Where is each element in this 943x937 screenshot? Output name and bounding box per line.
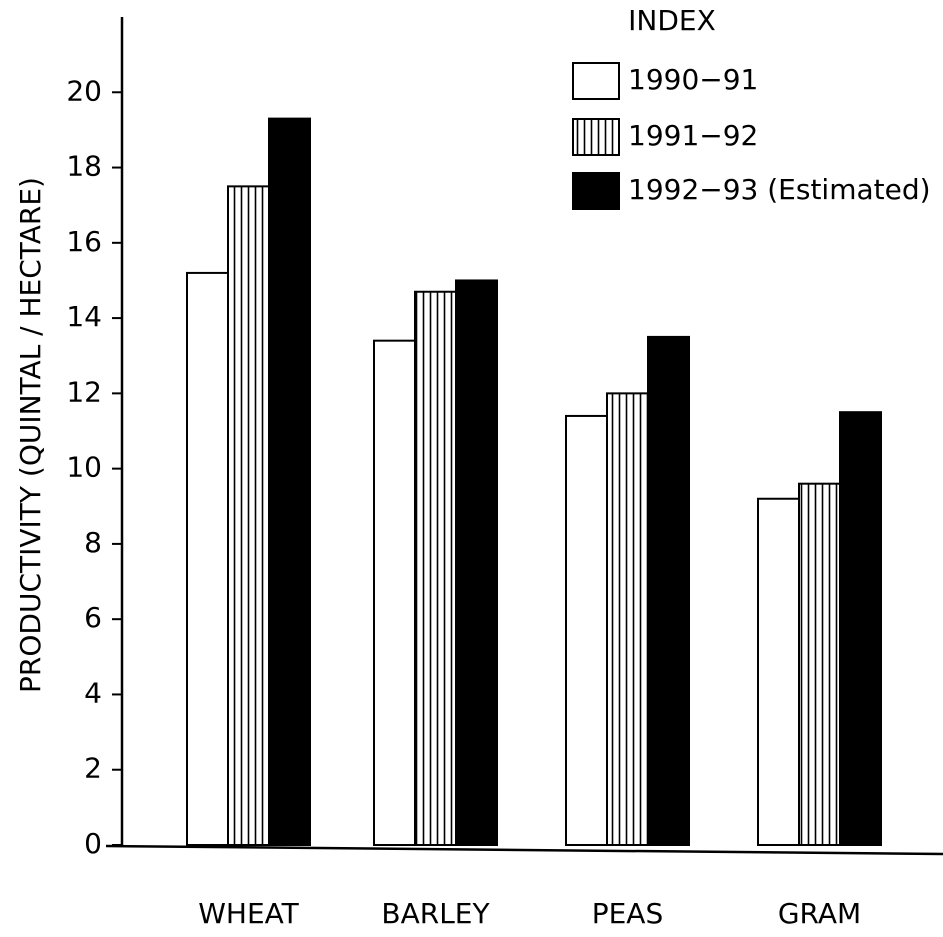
bar: [565, 414, 608, 846]
y-tick-label: 6: [84, 601, 102, 634]
bar: [414, 290, 457, 846]
x-tick-label: BARLEY: [381, 897, 490, 930]
legend-swatch: [572, 62, 620, 100]
bar: [647, 335, 690, 846]
bar: [455, 279, 498, 847]
bar: [757, 497, 800, 846]
y-tick-label: 18: [66, 150, 102, 183]
x-tick-label: PEAS: [592, 897, 664, 930]
bar: [606, 392, 649, 846]
legend-swatch: [572, 118, 620, 156]
bar: [186, 271, 229, 847]
x-axis: [105, 844, 943, 856]
legend-swatch: [572, 172, 620, 210]
x-tick-label: WHEAT: [198, 897, 299, 930]
y-tick-label: 0: [84, 827, 102, 860]
y-tick-label: 14: [66, 300, 102, 333]
bar: [798, 482, 841, 846]
y-tick-label: 20: [66, 74, 102, 107]
y-tick-label: 8: [84, 526, 102, 559]
bar: [839, 411, 882, 846]
y-axis-label: PRODUCTIVITY (QUINTAL / HECTARE): [14, 177, 47, 693]
y-tick-label: 2: [84, 752, 102, 785]
y-tick-label: 10: [66, 451, 102, 484]
y-tick-label: 4: [84, 676, 102, 709]
x-tick-label: GRAM: [778, 897, 861, 930]
bar: [268, 117, 311, 847]
legend-label: 1990−91: [628, 63, 758, 96]
y-tick-label: 12: [66, 375, 102, 408]
legend-label: 1992−93 (Estimated): [628, 173, 931, 206]
bar: [227, 185, 270, 846]
legend-title: INDEX: [628, 4, 716, 37]
bar: [373, 339, 416, 846]
y-tick-label: 16: [66, 225, 102, 258]
legend-label: 1991−92: [628, 119, 758, 152]
